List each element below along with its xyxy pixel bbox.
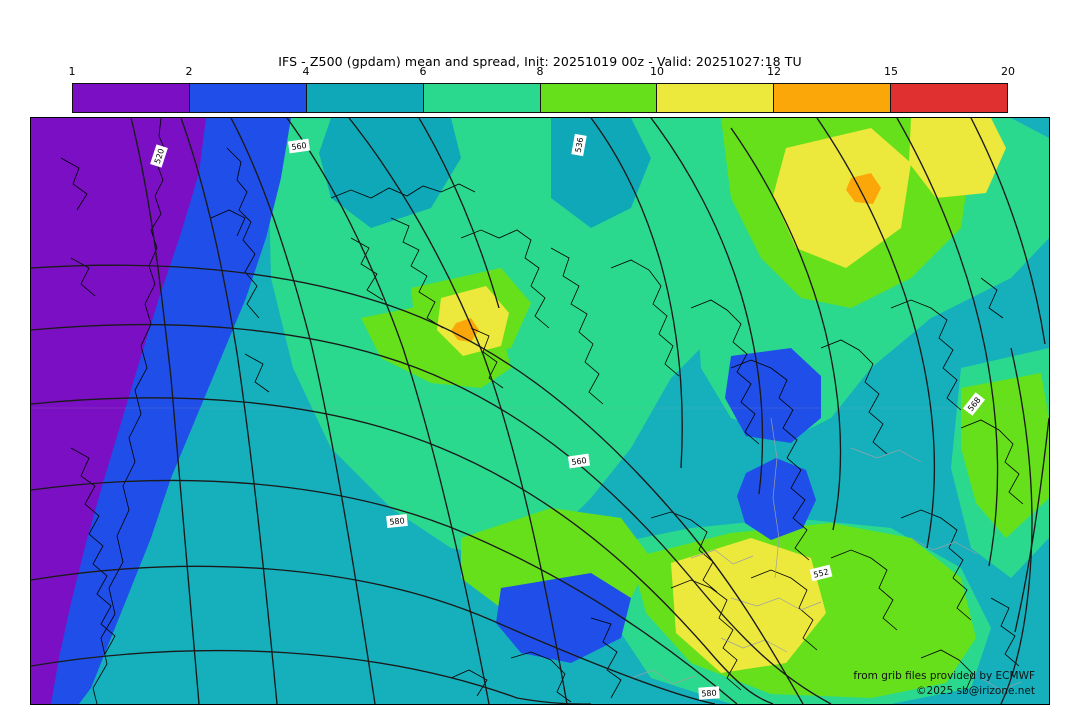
coastline-layer (60, 118, 1024, 704)
colorbar-swatches (72, 83, 1008, 113)
svg-text:560: 560 (291, 141, 307, 152)
colorbar-tick-20: 20 (1001, 65, 1015, 78)
colorbar-tick-4: 4 (302, 65, 310, 78)
colorbar-tick-2: 2 (185, 65, 193, 78)
spread-fill-layer (31, 118, 1049, 704)
colorbar-tick-1: 1 (68, 65, 76, 78)
colorbar-tick-8: 8 (536, 65, 544, 78)
contour-label: 580 (698, 686, 720, 700)
svg-text:580: 580 (389, 516, 405, 527)
colorbar-band-2 (306, 84, 424, 112)
svg-text:580: 580 (701, 688, 717, 698)
colorbar-tick-12: 12 (767, 65, 781, 78)
contour-label: 560 (287, 138, 311, 154)
contour-label: 580 (386, 513, 408, 529)
svg-text:536: 536 (574, 137, 586, 154)
contour-label: 520 (150, 144, 168, 168)
border-layer (31, 407, 1049, 691)
colorbar-band-6 (774, 84, 892, 112)
contour-label: 552 (809, 564, 833, 582)
map-panel[interactable]: 520 560 536 552 560 580 580 568 from grib files… (30, 117, 1050, 705)
colorbar-band-7 (891, 84, 1007, 112)
colorbar: 1 2 4 6 8 10 12 15 20 (69, 65, 1015, 113)
contour-label: 560 (567, 453, 591, 469)
svg-text:520: 520 (153, 147, 166, 164)
contour-label: 536 (571, 133, 587, 157)
colorbar-band-1 (189, 84, 307, 112)
colorbar-tick-6: 6 (419, 65, 427, 78)
colorbar-tick-labels: 1 2 4 6 8 10 12 15 20 (68, 65, 1016, 81)
colorbar-band-0 (73, 84, 190, 112)
contour-layer (31, 118, 1049, 704)
colorbar-band-4 (540, 84, 658, 112)
colorbar-tick-10: 10 (650, 65, 664, 78)
svg-text:552: 552 (813, 567, 830, 579)
page-title: IFS - Z500 (gpdam) mean and spread, Init… (278, 54, 802, 69)
colorbar-band-5 (657, 84, 775, 112)
colorbar-tick-15: 15 (884, 65, 898, 78)
svg-text:560: 560 (571, 456, 587, 467)
colorbar-band-3 (423, 84, 541, 112)
